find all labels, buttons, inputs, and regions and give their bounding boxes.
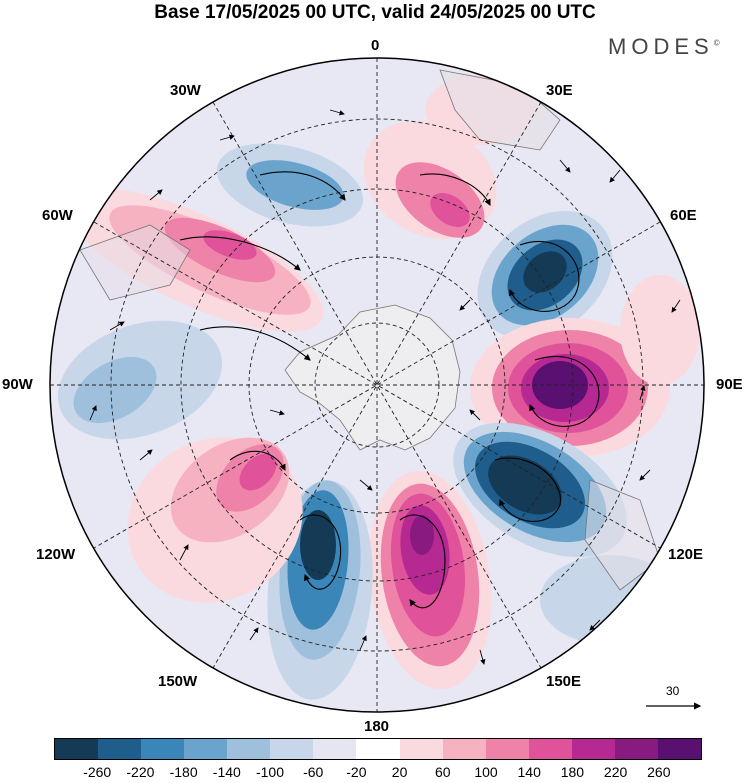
lon-label-120e: 120E (668, 546, 704, 563)
colorbar-tick-label: 220 (603, 764, 628, 780)
modes-logo: MODES© (608, 34, 720, 60)
colorbar-box (98, 739, 142, 759)
colorbar-box (313, 739, 357, 759)
streamlines (179, 171, 600, 609)
colorbar-box (270, 739, 314, 759)
colorbar-box (442, 739, 486, 759)
lon-label-60w: 60W (42, 207, 73, 224)
map-boundary (49, 57, 705, 713)
lon-label-30w: 30W (170, 82, 201, 99)
lon-label-150e: 150E (546, 673, 582, 690)
brand-text: MODES (608, 34, 714, 59)
colorbar-box (657, 739, 701, 759)
colorbar-box (141, 739, 185, 759)
colorbar-ticks: -260 -220 -180 -140 -100 -60 -20 20 60 100 140 180 2… (0, 764, 750, 782)
colorbar-tick-label: 100 (474, 764, 498, 780)
colorbar-box (528, 739, 572, 759)
colorbar-box (356, 739, 400, 759)
copyright-mark: © (713, 38, 720, 48)
lon-label-180: 180 (364, 718, 390, 735)
lon-label-60e: 60E (670, 207, 697, 224)
lon-label-90w: 90W (2, 376, 33, 393)
lon-label-120w: 120W (36, 546, 76, 563)
colorbar-tick-label: 20 (391, 764, 408, 780)
continent-coast (584, 479, 661, 591)
lon-label-90e: 90E (716, 376, 743, 393)
colorbar-tick-label: -180 (169, 764, 198, 780)
colorbar-tick-label: -140 (212, 764, 241, 780)
colorbar-box (614, 739, 658, 759)
colorbar-tick-label: -20 (346, 764, 367, 780)
lon-label-150w: 150W (158, 673, 198, 690)
lon-label-30e: 30E (546, 82, 573, 99)
colorbar-box (485, 739, 529, 759)
continent-coast (79, 224, 191, 301)
colorbar-tick-label: -60 (303, 764, 324, 780)
colorbar-tick-label: 60 (435, 764, 451, 780)
lon-label-0: 0 (371, 37, 380, 54)
colorbar-box (55, 739, 99, 759)
map-title: Base 17/05/2025 00 UTC, valid 24/05/2025… (154, 2, 596, 23)
wind-vectors (89, 109, 681, 665)
colorbar-tick-label: -100 (255, 764, 285, 780)
colorbar-tick-label: 260 (647, 764, 671, 780)
colorbar-tick-label: -260 (83, 764, 112, 780)
colorbar-box (399, 739, 443, 759)
colorbar-box (571, 739, 615, 759)
colorbar-tick-label: 140 (517, 764, 541, 780)
colorbar-tick-label: 180 (560, 764, 585, 780)
reference-vector-label: 30 (666, 684, 680, 698)
colorbar (54, 738, 702, 760)
colorbar-box (184, 739, 228, 759)
colorbar-tick-label: -220 (126, 764, 155, 780)
colorbar-box (227, 739, 271, 759)
graticule (50, 58, 704, 712)
